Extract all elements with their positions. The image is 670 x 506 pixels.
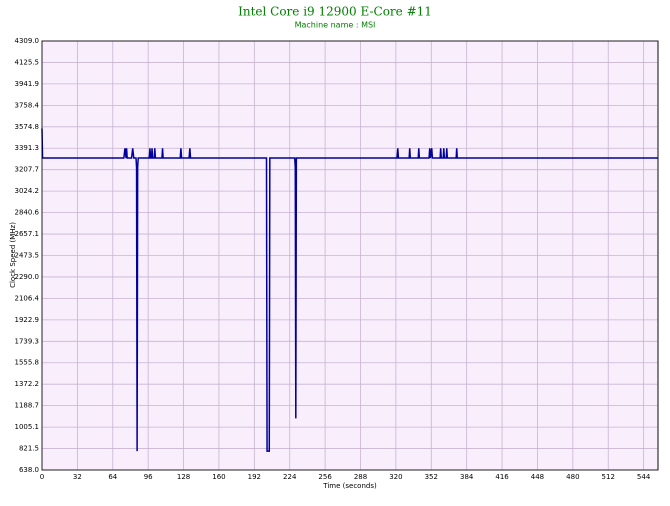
x-tick-label: 320: [389, 473, 402, 481]
x-tick-label: 192: [248, 473, 261, 481]
y-tick-label: 3574.8: [15, 123, 40, 131]
y-tick-label: 3941.9: [15, 80, 40, 88]
x-tick-label: 288: [354, 473, 367, 481]
x-tick-label: 32: [73, 473, 82, 481]
y-tick-label: 4125.5: [15, 58, 40, 66]
y-tick-label: 2657.1: [15, 230, 40, 238]
y-tick-label: 3207.7: [15, 166, 40, 174]
chart-subtitle: Machine name : MSI: [295, 21, 376, 30]
x-tick-label: 224: [283, 473, 297, 481]
y-tick-label: 3391.3: [15, 144, 40, 152]
y-tick-label: 638.0: [19, 466, 39, 474]
y-tick-label: 3024.2: [15, 187, 40, 195]
x-tick-label: 128: [177, 473, 190, 481]
x-tick-label: 544: [637, 473, 651, 481]
y-tick-label: 1188.7: [15, 402, 40, 410]
x-tick-label: 448: [531, 473, 544, 481]
x-tick-label: 256: [318, 473, 332, 481]
y-tick-label: 2840.6: [15, 209, 40, 217]
y-tick-label: 821.5: [19, 445, 39, 453]
x-tick-label: 0: [40, 473, 44, 481]
y-tick-label: 2106.4: [15, 294, 40, 302]
x-tick-label: 416: [495, 473, 509, 481]
y-tick-label: 4309.0: [15, 37, 40, 45]
chart-title: Intel Core i9 12900 E-Core #11: [238, 5, 432, 19]
x-tick-label: 352: [425, 473, 438, 481]
y-tick-label: 1005.1: [15, 423, 40, 431]
y-tick-label: 1739.3: [15, 337, 40, 345]
x-tick-label: 64: [108, 473, 117, 481]
x-tick-label: 480: [566, 473, 579, 481]
x-tick-label: 160: [212, 473, 225, 481]
x-tick-label: 512: [602, 473, 615, 481]
y-tick-label: 1922.9: [15, 316, 40, 324]
y-tick-label: 2473.5: [15, 252, 40, 260]
x-tick-label: 96: [144, 473, 153, 481]
y-tick-label: 3758.4: [15, 101, 40, 109]
y-tick-label: 1372.2: [15, 380, 40, 388]
y-tick-label: 1555.8: [15, 359, 40, 367]
y-tick-label: 2290.0: [15, 273, 40, 281]
data-line: [41, 128, 658, 452]
plot-border: [41, 40, 659, 471]
y-axis-label: Clock Speed (MHz): [9, 222, 17, 288]
x-axis-label: Time (seconds): [322, 482, 377, 490]
x-tick-label: 384: [460, 473, 474, 481]
